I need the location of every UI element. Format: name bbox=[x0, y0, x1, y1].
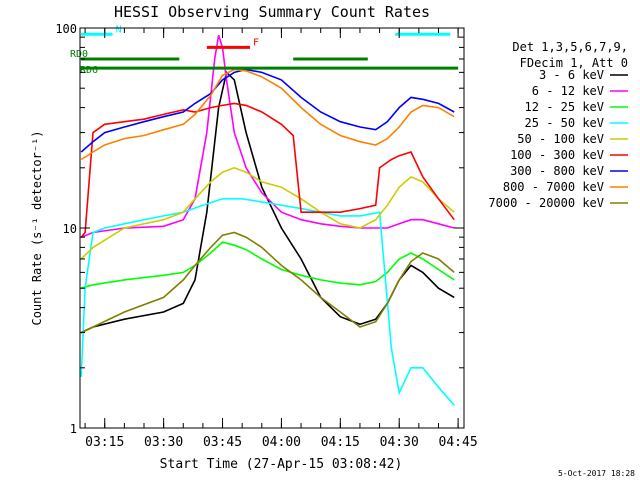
legend-label-6-12-kev: 6 - 12 keV bbox=[532, 84, 604, 98]
y-axis-label-text: Count Rate (s⁻¹ detector⁻¹) bbox=[30, 130, 44, 325]
x-tick-label: 04:30 bbox=[380, 435, 419, 450]
series-line-100-300-kev bbox=[80, 102, 455, 238]
series-line-7000-20000-kev bbox=[80, 231, 455, 334]
series-line-12-25-kev bbox=[80, 241, 455, 289]
legend-header-line-2: FDecim 1, Att 0 bbox=[520, 56, 628, 70]
series-line-25-50-kev bbox=[80, 198, 455, 406]
series-line-800-7000-kev bbox=[80, 68, 455, 161]
bar-label-rd6: RD6 bbox=[80, 65, 98, 76]
x-tick-label: 03:15 bbox=[85, 435, 124, 450]
legend: 3 - 6 keV 6 - 12 keV 12 - 25 keV 25 - 50 ke… bbox=[488, 68, 628, 210]
legend-label-25-50-kev: 25 - 50 keV bbox=[525, 116, 604, 130]
legend-label-50-100-kev: 50 - 100 keV bbox=[517, 132, 604, 146]
legend-label-3-6-kev: 3 - 6 keV bbox=[539, 68, 604, 82]
x-tick-label: 03:30 bbox=[144, 435, 183, 450]
y-tick-label: 100 bbox=[55, 22, 77, 36]
bar-label-rd0: RD0 bbox=[70, 49, 88, 60]
y-axis-label: Count Rate (s⁻¹ detector⁻¹) bbox=[30, 130, 44, 325]
x-axis-label: Start Time (27-Apr-15 03:08:42) bbox=[160, 457, 403, 472]
legend-label-7000-20000-kev: 7000 - 20000 keV bbox=[488, 196, 604, 210]
x-tick-label: 04:45 bbox=[439, 435, 478, 450]
chart-title: HESSI Observing Summary Count Rates bbox=[114, 3, 430, 21]
series-line-300-800-kev bbox=[80, 68, 455, 153]
series-line-6-12-kev bbox=[80, 34, 455, 238]
legend-label-800-7000-kev: 800 - 7000 keV bbox=[503, 180, 604, 194]
attenuator-bars-layer: N F RD0 RD6 bbox=[70, 24, 459, 76]
legend-label-300-800-kev: 300 - 800 keV bbox=[510, 164, 604, 178]
y-tick-label: 1 bbox=[70, 422, 77, 436]
x-tick-label: 03:45 bbox=[203, 435, 242, 450]
x-tick-label: 04:15 bbox=[321, 435, 360, 450]
legend-label-100-300-kev: 100 - 300 keV bbox=[510, 148, 604, 162]
y-tick-label: 10 bbox=[63, 222, 77, 236]
bar-label-f: F bbox=[253, 37, 259, 48]
series-layer bbox=[80, 34, 455, 406]
series-line-50-100-kev bbox=[80, 166, 455, 260]
legend-label-12-25-kev: 12 - 25 keV bbox=[525, 100, 604, 114]
bar-label-n: N bbox=[116, 24, 122, 35]
axes-layer: 1 10 100 03:15 03:30 03:45 04:00 04:15 04:30 04:4… bbox=[55, 22, 477, 450]
legend-header-line-1: Det 1,3,5,6,7,9, bbox=[512, 40, 628, 54]
footer-timestamp: 5-Oct-2017 18:28 bbox=[558, 469, 635, 478]
x-tick-label: 04:00 bbox=[262, 435, 301, 450]
